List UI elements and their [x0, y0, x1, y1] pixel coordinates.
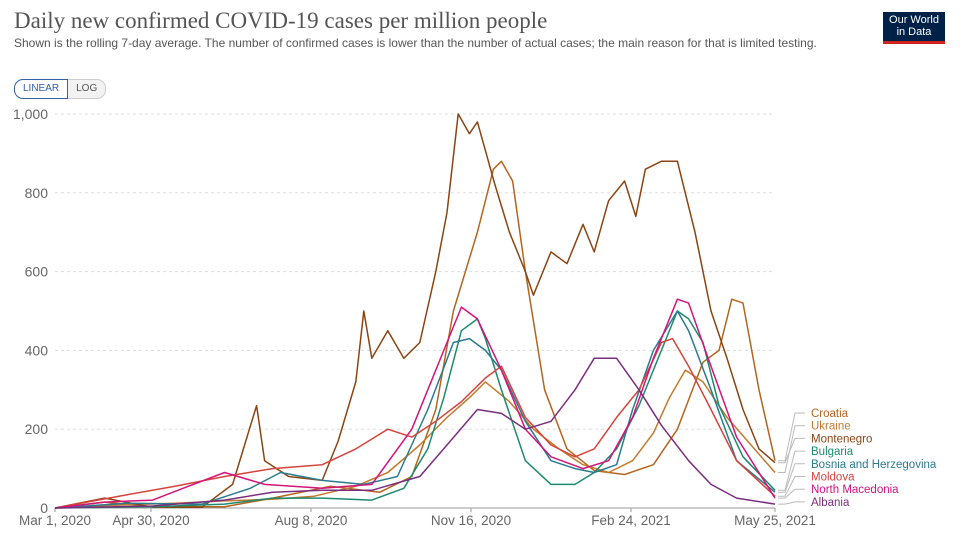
- x-tick-label: Mar 1, 2020: [19, 513, 91, 528]
- series-label-bulgaria: Bulgaria: [811, 446, 854, 458]
- scale-toggle: LINEAR LOG: [14, 79, 107, 99]
- series-label-north-macedonia: North Macedonia: [811, 484, 899, 496]
- series-label-albania: Albania: [811, 497, 850, 509]
- log-scale-button[interactable]: LOG: [68, 79, 107, 99]
- chart-title: Daily new confirmed COVID-19 cases per m…: [14, 8, 548, 33]
- x-tick-label: Feb 24, 2021: [591, 513, 671, 528]
- label-connector: [778, 412, 805, 462]
- series-line-croatia: [54, 160, 776, 509]
- logo-line-2: in Data: [896, 26, 932, 38]
- series-label-moldova: Moldova: [811, 472, 855, 484]
- series-label-bosnia-and-herzegovina: Bosnia and Herzegovina: [811, 459, 937, 471]
- series-line-montenegro: [54, 113, 776, 509]
- y-tick-label: 0: [40, 500, 48, 516]
- series-line-ukraine: [54, 369, 776, 509]
- label-connector: [778, 437, 805, 464]
- label-connector: [778, 425, 805, 473]
- series-line-moldova: [54, 337, 776, 509]
- x-tick-label: Aug 8, 2020: [275, 513, 348, 528]
- series-line-bulgaria: [54, 310, 776, 509]
- logo-line-1: Our World: [889, 14, 939, 26]
- y-tick-label: 600: [25, 264, 49, 280]
- y-tick-label: 800: [25, 185, 49, 201]
- y-tick-label: 200: [25, 421, 49, 437]
- label-connector: [778, 463, 805, 493]
- label-connector: [778, 450, 805, 491]
- x-tick-label: May 25, 2021: [734, 513, 816, 528]
- x-tick-label: Apr 30, 2020: [112, 513, 189, 528]
- y-tick-label: 1,000: [13, 106, 48, 122]
- series-label-ukraine: Ukraine: [811, 421, 851, 433]
- chart-subtitle: Shown is the rolling 7-day average. The …: [14, 36, 817, 50]
- series-line-albania: [54, 357, 776, 509]
- label-connector: [778, 476, 805, 497]
- label-connector: [778, 501, 805, 505]
- series-label-croatia: Croatia: [811, 408, 849, 420]
- owid-logo[interactable]: Our World in Data: [883, 12, 945, 44]
- label-connector: [778, 488, 805, 499]
- linear-scale-button[interactable]: LINEAR: [14, 79, 69, 99]
- x-tick-label: Nov 16, 2020: [431, 513, 511, 528]
- series-line-north-macedonia: [54, 298, 776, 509]
- y-tick-label: 400: [25, 342, 49, 358]
- series-label-montenegro: Montenegro: [811, 433, 872, 445]
